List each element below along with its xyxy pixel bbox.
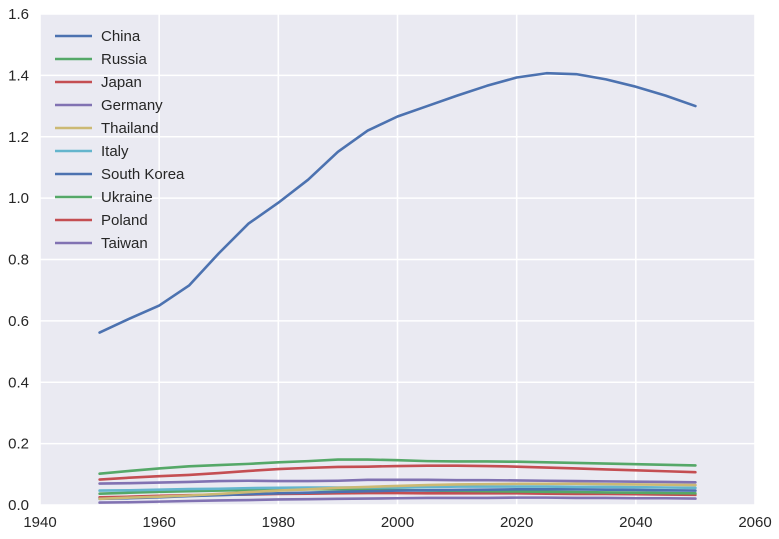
legend-label-italy: Italy	[101, 143, 129, 160]
x-tick-label: 1960	[142, 514, 175, 531]
y-tick-label: 0.0	[8, 497, 29, 514]
x-tick-label: 2060	[738, 514, 771, 531]
x-tick-label: 2020	[500, 514, 533, 531]
x-tick-label: 2000	[381, 514, 414, 531]
series-line-taiwan	[98, 496, 697, 504]
series-line-china	[98, 71, 697, 334]
y-tick-label: 1.0	[8, 190, 29, 207]
grid-lines	[39, 13, 756, 506]
legend-label-south-korea: South Korea	[101, 166, 185, 183]
legend-label-taiwan: Taiwan	[101, 235, 148, 252]
y-tick-label: 0.4	[8, 374, 29, 391]
x-tick-label: 2040	[619, 514, 652, 531]
y-tick-label: 0.6	[8, 313, 29, 330]
series-lines	[98, 71, 697, 504]
legend-label-poland: Poland	[101, 212, 148, 229]
y-tick-label: 1.6	[8, 6, 29, 23]
legend-label-russia: Russia	[101, 51, 148, 68]
x-tick-label: 1940	[23, 514, 56, 531]
series-line-thailand	[98, 482, 697, 501]
legend-label-china: China	[101, 28, 141, 45]
y-tick-label: 1.2	[8, 129, 29, 146]
legend-label-thailand: Thailand	[101, 120, 159, 137]
x-tick-label: 1980	[262, 514, 295, 531]
y-tick-label: 1.4	[8, 67, 29, 84]
y-tick-label: 0.2	[8, 436, 29, 453]
legend-label-japan: Japan	[101, 74, 142, 91]
series-line-japan	[98, 464, 697, 481]
legend-label-ukraine: Ukraine	[101, 189, 153, 206]
series-line-russia	[98, 458, 697, 476]
series-line-germany	[98, 478, 697, 485]
y-axis-tick-labels: 0.0 0.2 0.4 0.6 0.8 1.0 1.2 1.4 1.6	[8, 6, 29, 514]
legend-label-germany: Germany	[101, 97, 163, 114]
x-axis-tick-labels: 1940 1960 1980 2000 2020 2040 2060	[23, 514, 771, 531]
series-line-italy	[98, 485, 697, 492]
y-tick-label: 0.8	[8, 252, 29, 269]
legend: China Russia Japan Germany Thailand Italy Sout…	[55, 28, 185, 252]
